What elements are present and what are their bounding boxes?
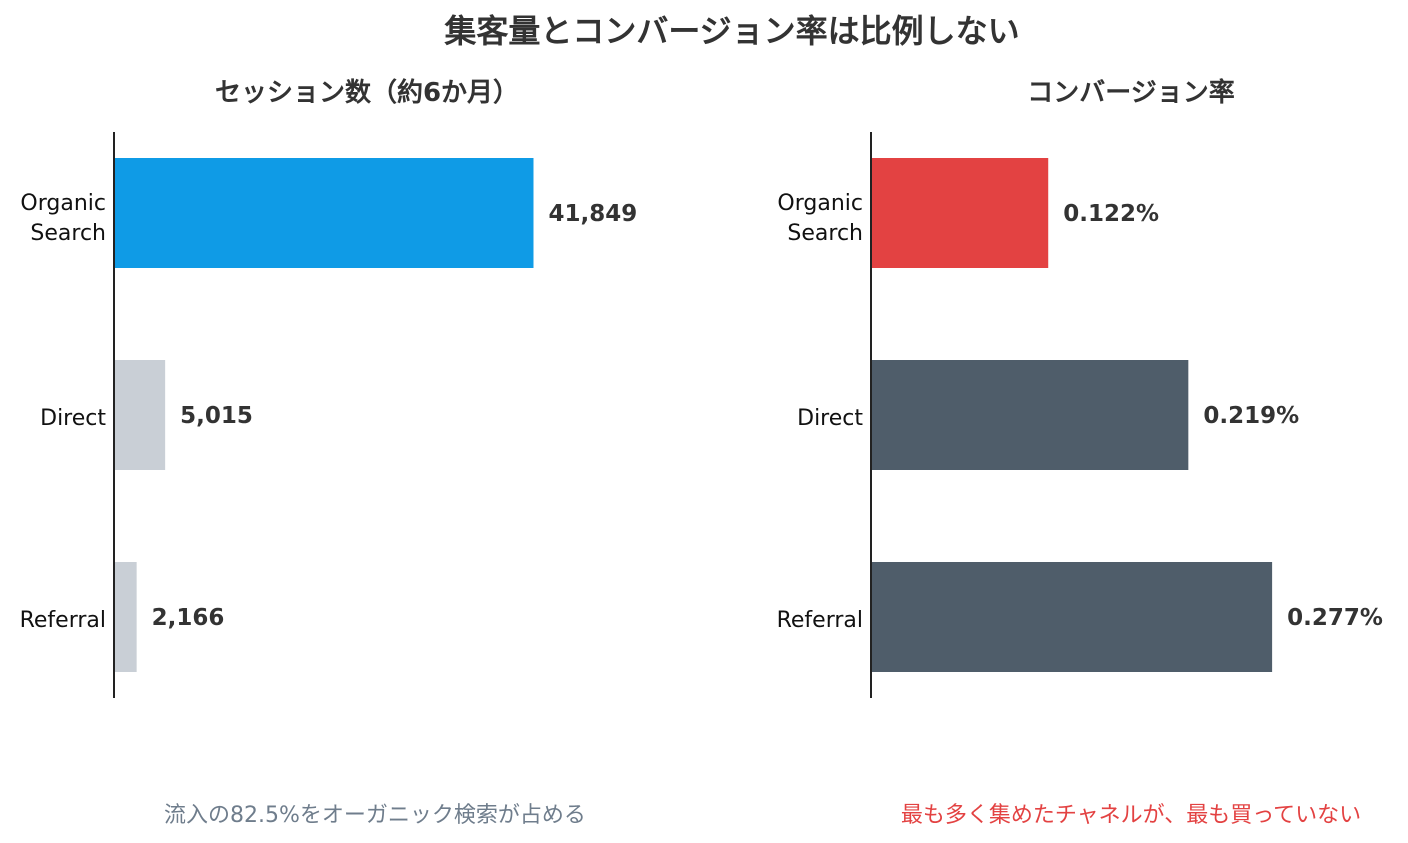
conversion-chart-title: コンバージョン率	[1027, 77, 1234, 108]
sessions-value-label-direct: 5,015	[180, 403, 253, 429]
sessions-annotation: 流入の82.5%をオーガニック検索が占める	[164, 803, 586, 828]
sessions-category-label-direct: Direct	[40, 406, 106, 431]
sessions-bar-direct	[115, 360, 166, 470]
conversion-bar-referral	[872, 562, 1273, 672]
conversion-value-label-direct: 0.219%	[1203, 403, 1299, 429]
sessions-panel: セッション数（約6か月） 流入の82.5%をオーガニック検索が占める 41,84…	[20, 77, 638, 828]
conversion-annotation: 最も多く集めたチャネルが、最も買っていない	[901, 803, 1361, 828]
sessions-chart-title: セッション数（約6か月）	[215, 77, 519, 108]
sessions-category-label-referral: Referral	[20, 608, 106, 633]
conversion-bar-direct	[872, 360, 1189, 470]
sessions-bar-referral	[115, 562, 137, 672]
conversion-value-label-organic-search: 0.122%	[1063, 201, 1159, 227]
conversion-value-label-referral: 0.277%	[1287, 605, 1383, 631]
sessions-bar-organic-search	[115, 158, 534, 268]
conversion-category-label-organic-search: Organic Search	[777, 191, 863, 246]
conversion-category-label-direct: Direct	[797, 406, 863, 431]
sessions-value-label-referral: 2,166	[152, 605, 225, 631]
conversion-panel: コンバージョン率 最も多く集めたチャネルが、最も買っていない 0.122% Org…	[777, 77, 1383, 828]
conversion-category-label-referral: Referral	[777, 608, 863, 633]
conversion-bar-organic-search	[872, 158, 1049, 268]
figure-title: 集客量とコンバージョン率は比例しない	[443, 12, 1019, 50]
sessions-category-label-organic-search: Organic Search	[20, 191, 106, 246]
sessions-value-label-organic-search: 41,849	[548, 201, 637, 227]
